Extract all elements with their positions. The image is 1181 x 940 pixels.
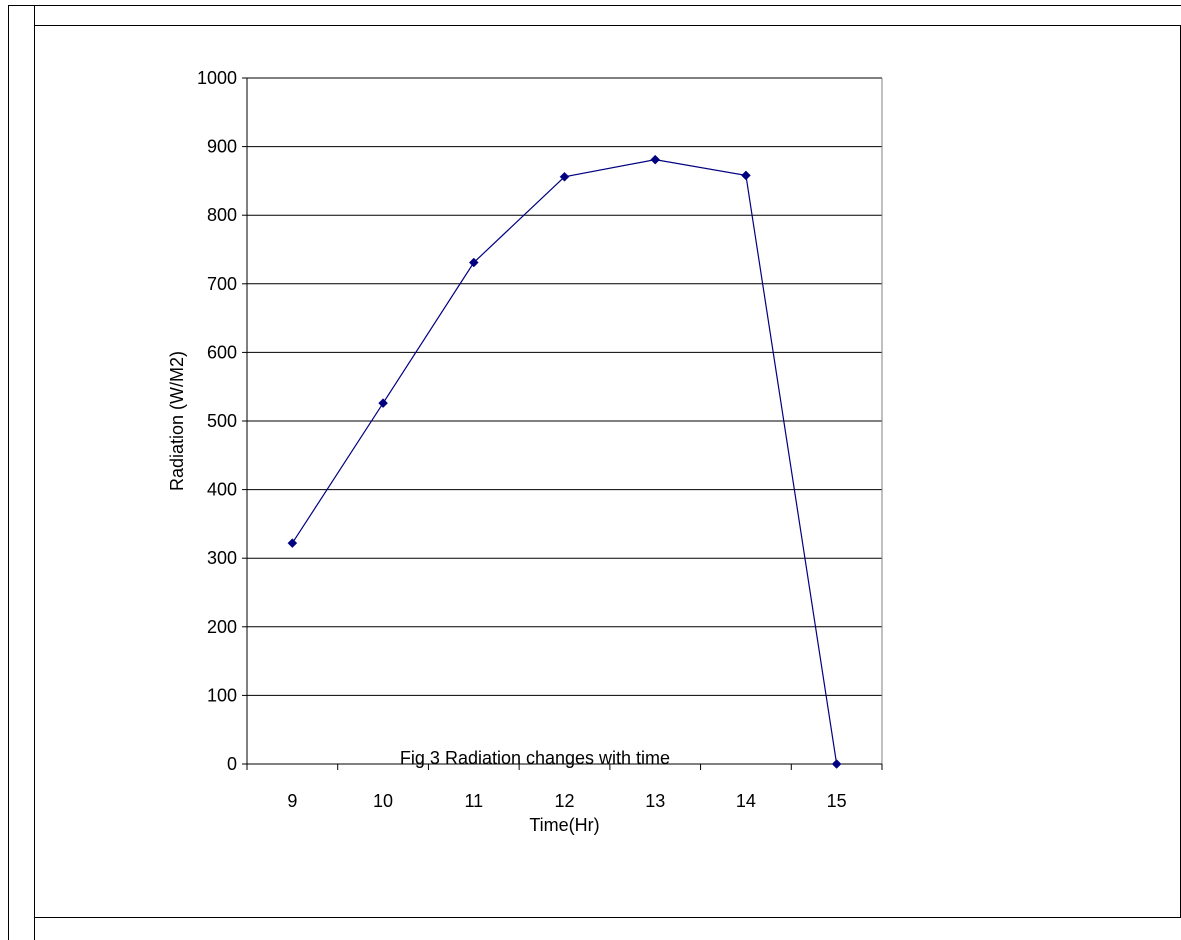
y-tick-label: 600	[207, 342, 237, 362]
x-tick-label: 12	[554, 791, 574, 811]
x-axis-title: Time(Hr)	[529, 815, 599, 835]
tick-labels: 0 100 200 300 400 500 600 700 800 900 1000 9 10 11 12 1…	[197, 68, 847, 811]
data-point	[378, 398, 388, 409]
y-tick-label: 200	[207, 617, 237, 637]
y-tick-label: 400	[207, 480, 237, 500]
chart-box-left-line	[34, 5, 35, 940]
chart-box-top-line	[34, 25, 1181, 26]
data-point	[831, 759, 842, 769]
y-tick-label: 100	[207, 685, 237, 705]
x-tick-label: 11	[464, 791, 483, 811]
data-point	[468, 257, 479, 268]
data-series	[287, 154, 842, 769]
series-line	[291, 159, 838, 765]
data-point	[559, 171, 570, 182]
y-tick-label: 700	[207, 274, 237, 294]
y-tick-label: 300	[207, 548, 237, 568]
y-tick-label: 1000	[197, 68, 237, 88]
y-tick-label: 0	[227, 754, 237, 774]
y-axis-title: Radiation (W/M2)	[167, 351, 187, 491]
gridlines	[247, 77, 882, 696]
x-tick-label: 9	[287, 791, 297, 811]
axes	[242, 77, 883, 770]
data-point	[287, 538, 298, 548]
data-point	[741, 170, 751, 181]
y-tick-label: 500	[207, 411, 237, 431]
frame-left-line	[8, 5, 9, 940]
data-point	[650, 154, 661, 165]
frame-top-line	[8, 5, 1181, 6]
x-tick-label: 15	[827, 791, 847, 811]
y-tick-label: 800	[207, 205, 237, 225]
x-tick-label: 14	[736, 791, 756, 811]
figure-caption: Fig 3 Radiation changes with time	[399, 748, 671, 768]
y-tick-label: 900	[207, 137, 237, 157]
x-tick-label: 10	[373, 791, 393, 811]
x-tick-label: 13	[645, 791, 665, 811]
chart-box-bottom-line	[34, 917, 1181, 918]
